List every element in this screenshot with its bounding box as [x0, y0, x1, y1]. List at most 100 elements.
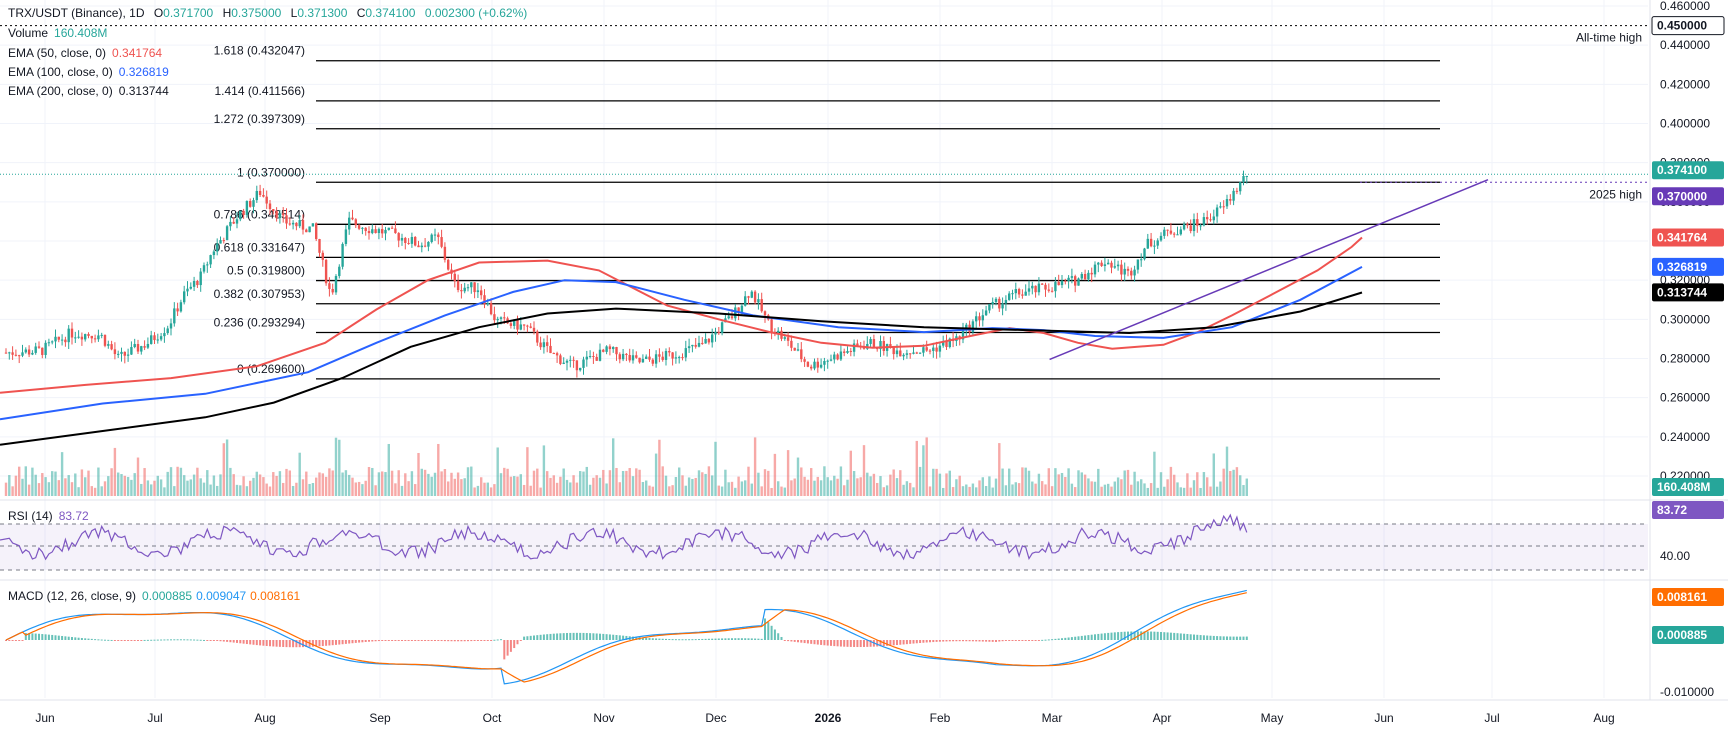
macd-hist-bar	[493, 639, 496, 641]
volume-bar	[734, 487, 737, 496]
candle-body	[1083, 274, 1087, 280]
candle-body	[856, 343, 859, 347]
candle-body	[255, 190, 258, 201]
candle-body	[612, 347, 615, 350]
candle-body	[549, 345, 552, 354]
candle-body	[579, 367, 582, 371]
price-tick-label: 0.420000	[1660, 77, 1710, 91]
volume-bar	[1215, 486, 1219, 496]
candle-body	[1060, 280, 1064, 286]
volume-bar	[146, 480, 150, 496]
macd-hist-bar	[14, 640, 17, 641]
macd-hist-bar	[691, 639, 694, 641]
volume-bar	[404, 473, 407, 496]
ema100-legend[interactable]: EMA (100, close, 0) 0.326819	[8, 63, 175, 82]
volume-bar	[483, 482, 486, 496]
candle-body	[268, 203, 272, 210]
candle-body	[1021, 294, 1024, 296]
macd-hist-bar	[430, 640, 433, 641]
macd-pane	[5, 589, 1248, 685]
ema50-legend[interactable]: EMA (50, close, 0) 0.341764	[8, 44, 168, 63]
candle-body	[836, 354, 839, 360]
macd-hist-bar	[278, 640, 281, 647]
macd-hist-bar	[110, 639, 113, 641]
candle-body	[1123, 268, 1126, 275]
volume-bar	[836, 478, 839, 496]
candle-body	[113, 349, 117, 355]
volume-bar	[331, 470, 334, 496]
macd-hist-bar	[1077, 636, 1080, 640]
candle-body	[407, 242, 410, 244]
macd-hist-bar	[1094, 634, 1096, 640]
volume-bar	[447, 481, 450, 496]
candle-body	[737, 307, 740, 313]
rsi-legend[interactable]: RSI (14) 83.72	[8, 507, 95, 526]
volume-bar	[258, 474, 262, 496]
macd-hist-bar	[28, 633, 31, 640]
candle-body	[668, 351, 671, 353]
macd-hist-bar	[1196, 634, 1199, 640]
macd-hist-bar	[97, 639, 100, 641]
volume-bar	[1034, 483, 1037, 496]
macd-hist-bar	[1008, 640, 1011, 641]
macd-hist-bar	[674, 639, 677, 641]
macd-hist-bar	[605, 634, 608, 640]
volume-bar	[503, 467, 506, 496]
volume-bar	[1120, 479, 1123, 496]
volume-bar	[1156, 487, 1159, 496]
macd-hist-bar	[80, 638, 83, 640]
candle-body	[1245, 175, 1248, 177]
candle-body	[84, 334, 87, 340]
volume-bar	[1179, 487, 1182, 496]
volume-bar	[27, 484, 31, 496]
candle-body	[806, 361, 810, 367]
candle-body	[562, 362, 565, 364]
candle-body	[87, 334, 90, 336]
volume-bar	[202, 482, 206, 496]
volume-bar	[8, 475, 11, 496]
ema200-legend[interactable]: EMA (200, close, 0) 0.313744	[8, 82, 175, 101]
candle-body	[1136, 259, 1140, 270]
volume-legend[interactable]: Volume 160.408M	[8, 24, 113, 43]
macd-signal-badge: 0.008161	[1657, 590, 1707, 604]
volume-bar	[757, 472, 760, 496]
volume-bar	[1123, 470, 1126, 496]
volume-bar	[156, 475, 159, 496]
volume-bar	[57, 480, 60, 496]
volume-bar	[133, 473, 136, 496]
volume-bar	[1087, 478, 1090, 496]
candle-body	[265, 196, 268, 204]
macd-hist-bar	[1110, 632, 1113, 640]
macd-hist-bar	[255, 640, 258, 646]
macd-hist-bar	[955, 640, 958, 642]
macd-hist-bar	[1150, 631, 1153, 640]
candle-body	[714, 332, 717, 335]
macd-hist-bar	[397, 640, 400, 641]
candle-body	[430, 234, 433, 242]
macd-hist-bar	[130, 640, 133, 641]
volume-bar	[126, 476, 130, 496]
macd-hist-bar	[117, 640, 120, 641]
symbol-title[interactable]: TRX/USDT (Binance), 1D	[8, 6, 145, 20]
macd-legend[interactable]: MACD (12, 26, close, 9) 0.000885 0.009047 0…	[8, 587, 306, 606]
candle-body	[470, 282, 473, 288]
volume-bar	[856, 478, 859, 496]
volume-bar	[67, 475, 70, 496]
macd-hist-bar	[988, 640, 991, 642]
volume-bar	[641, 482, 645, 496]
macd-hist-bar	[1173, 632, 1176, 640]
candle-body	[285, 215, 288, 224]
macd-hist-bar	[830, 640, 832, 646]
time-tick-label: Apr	[1153, 711, 1172, 725]
macd-hist-bar	[958, 640, 961, 642]
candle-body	[575, 360, 579, 371]
macd-hist-bar	[1202, 635, 1205, 640]
candle-body	[24, 349, 27, 353]
volume-bar	[1077, 470, 1080, 496]
macd-hist-bar	[77, 637, 80, 640]
candle-body	[816, 361, 819, 368]
macd-hist-bar	[434, 640, 436, 641]
volume-bar	[150, 484, 153, 496]
macd-hist-bar	[176, 639, 179, 641]
